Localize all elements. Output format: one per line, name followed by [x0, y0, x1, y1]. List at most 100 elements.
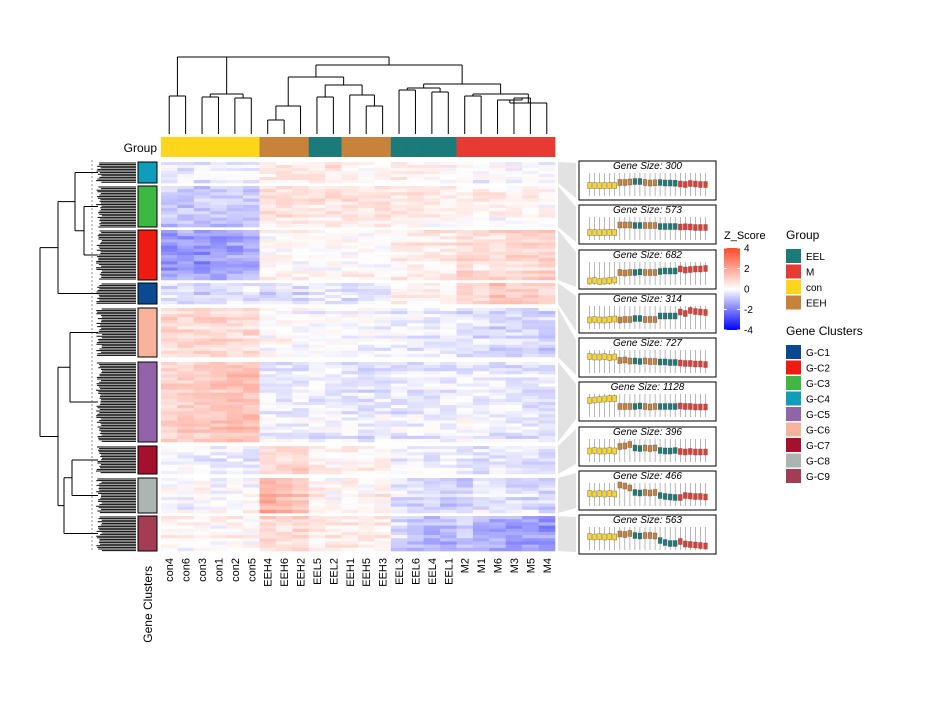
heatmap-cell [292, 344, 310, 349]
heatmap-cell [308, 484, 326, 488]
boxplot-box [663, 403, 668, 410]
heatmap-cell [407, 192, 424, 196]
heatmap-cell [259, 386, 277, 390]
boxplot-box [617, 481, 622, 489]
heatmap-cell [472, 186, 490, 190]
heatmap-cell [407, 470, 424, 475]
heatmap-cell [226, 298, 244, 302]
heatmap-cell [292, 464, 310, 469]
heatmap-cell [456, 204, 474, 209]
heatmap-cell [325, 347, 342, 352]
heatmap-cell [325, 242, 342, 246]
heatmap-cell [243, 211, 260, 215]
heatmap-cell [505, 438, 523, 443]
heatmap-cell [308, 503, 326, 507]
group-bar-cell [456, 137, 474, 157]
heatmap-cell [522, 547, 539, 552]
heatmap-cell [440, 323, 457, 327]
heatmap-cell [374, 242, 392, 246]
boxplot-box [652, 222, 658, 229]
heatmap-cell [161, 535, 178, 539]
heatmap-cell [440, 395, 457, 400]
heatmap-cell [407, 516, 424, 520]
heatmap-cell [193, 165, 211, 169]
heatmap-cell [472, 335, 490, 339]
boxplot-box [587, 533, 592, 540]
heatmap-cell [243, 432, 260, 437]
heatmap-cell [341, 298, 359, 302]
heatmap-cell [193, 286, 211, 290]
heatmap-cell [259, 405, 277, 409]
heatmap-cell [308, 452, 326, 456]
heatmap-cell [275, 201, 293, 206]
heatmap-cell [374, 423, 392, 427]
heatmap-cell [243, 365, 260, 369]
heatmap-cell [325, 341, 342, 346]
heatmap-cell [341, 392, 359, 397]
heatmap-cell [341, 377, 359, 381]
heatmap-cell [440, 192, 457, 196]
heatmap-cell [489, 276, 507, 281]
heatmap-cell [407, 267, 424, 271]
heatmap-cell [226, 449, 244, 453]
heatmap-cell [407, 239, 424, 243]
heatmap-cell [341, 380, 359, 384]
heatmap-cell [226, 362, 244, 366]
heatmap-cell [177, 417, 195, 421]
heatmap-cell [423, 177, 441, 181]
heatmap-cell [407, 478, 424, 482]
heatmap-cell [243, 353, 260, 358]
boxplot-box [597, 533, 602, 540]
heatmap-cell [210, 490, 227, 495]
heatmap-cell [210, 535, 227, 539]
heatmap-cell [505, 326, 523, 330]
heatmap-cell [456, 214, 474, 218]
heatmap-cell [489, 449, 507, 453]
heatmap-cell [440, 261, 457, 265]
heatmap-cell [177, 211, 195, 215]
heatmap-cell [358, 350, 375, 355]
heatmap-cell [193, 449, 211, 453]
heatmap-cell [472, 362, 490, 366]
heatmap-cell [472, 236, 490, 240]
heatmap-cell [210, 239, 227, 243]
heatmap-cell [210, 417, 227, 421]
boxplot-box [617, 403, 622, 410]
heatmap-cell [489, 487, 507, 492]
heatmap-cell [358, 186, 375, 190]
heatmap-cell [489, 338, 507, 342]
heatmap-cell [259, 317, 277, 321]
heatmap-cell [522, 308, 539, 312]
heatmap-cell [161, 230, 178, 234]
heatmap-cell [358, 267, 375, 271]
heatmap-cell [308, 267, 326, 271]
heatmap-cell [423, 503, 441, 507]
heatmap-cell [505, 500, 523, 504]
heatmap-cell [522, 261, 539, 265]
heatmap-cell [308, 500, 326, 504]
boxplot-box [647, 179, 653, 187]
heatmap-cell [489, 516, 507, 520]
heatmap-cell [358, 500, 375, 504]
heatmap-cell [456, 487, 474, 492]
heatmap-cell [341, 467, 359, 472]
heatmap-cell [374, 544, 392, 549]
heatmap-cell [292, 192, 310, 196]
heatmap-cell [325, 353, 342, 358]
heatmap-cell [407, 452, 424, 456]
boxplot-frame [578, 514, 717, 555]
heatmap-cell [161, 420, 178, 424]
heatmap-cell [275, 371, 293, 375]
heatmap-cell [358, 189, 375, 193]
heatmap-cell [489, 481, 507, 485]
heatmap-cell [341, 189, 359, 193]
heatmap-cell [193, 429, 211, 434]
heatmap-cell [308, 467, 326, 472]
heatmap-cell [390, 326, 408, 330]
heatmap-cell [210, 338, 227, 342]
heatmap-cell [440, 211, 457, 215]
boxplot-box [683, 492, 688, 499]
heatmap-cell [456, 541, 474, 545]
heatmap-cell [390, 189, 408, 193]
heatmap-cell [325, 320, 342, 324]
